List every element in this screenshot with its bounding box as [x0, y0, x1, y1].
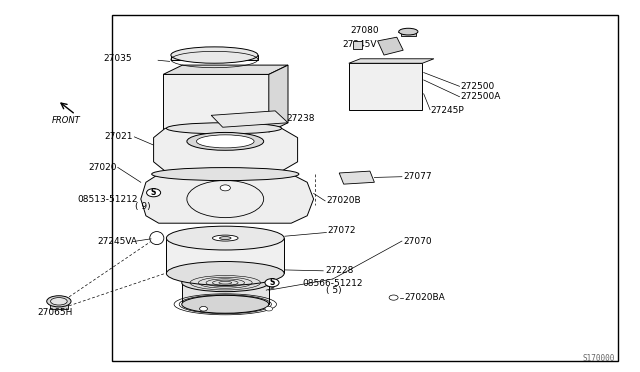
- Circle shape: [220, 185, 230, 191]
- Text: 27080: 27080: [351, 26, 380, 35]
- Ellipse shape: [152, 167, 299, 181]
- Ellipse shape: [166, 123, 282, 134]
- Ellipse shape: [51, 298, 67, 305]
- Text: S: S: [269, 278, 275, 287]
- Text: 27072: 27072: [328, 226, 356, 235]
- Bar: [401, 32, 416, 36]
- Text: 27245VA: 27245VA: [97, 237, 138, 246]
- Text: S: S: [151, 188, 156, 197]
- Circle shape: [265, 279, 279, 287]
- Text: 08513-51212: 08513-51212: [77, 195, 138, 203]
- Polygon shape: [154, 128, 298, 171]
- Ellipse shape: [196, 135, 254, 148]
- Text: 272500: 272500: [461, 82, 495, 91]
- Ellipse shape: [187, 132, 264, 150]
- Polygon shape: [349, 59, 434, 63]
- Polygon shape: [211, 111, 288, 127]
- Polygon shape: [339, 171, 374, 184]
- Bar: [166, 238, 284, 273]
- Circle shape: [389, 295, 398, 300]
- Circle shape: [265, 307, 273, 311]
- Polygon shape: [378, 37, 403, 55]
- Ellipse shape: [171, 47, 258, 63]
- Bar: [112, 15, 618, 361]
- Text: 27035: 27035: [104, 54, 132, 63]
- Text: 27020B: 27020B: [326, 196, 361, 205]
- Ellipse shape: [212, 235, 238, 241]
- Text: ( 9): ( 9): [135, 202, 150, 211]
- Bar: [171, 55, 258, 60]
- Text: ( 5): ( 5): [326, 286, 342, 295]
- Text: 27077: 27077: [403, 172, 432, 181]
- Circle shape: [200, 307, 207, 311]
- Ellipse shape: [166, 262, 284, 285]
- Ellipse shape: [166, 226, 284, 250]
- Text: 27238: 27238: [287, 114, 316, 123]
- Text: 27245P: 27245P: [431, 106, 465, 115]
- Text: 27245V: 27245V: [342, 40, 377, 49]
- Polygon shape: [163, 65, 288, 74]
- Text: 27021: 27021: [104, 132, 133, 141]
- Bar: [182, 283, 269, 304]
- Polygon shape: [349, 63, 422, 110]
- Polygon shape: [269, 65, 288, 132]
- Circle shape: [147, 189, 161, 197]
- Text: 27065H: 27065H: [37, 308, 72, 317]
- Text: 27020: 27020: [88, 163, 116, 172]
- Text: 27020BA: 27020BA: [404, 293, 445, 302]
- Bar: [50, 301, 68, 309]
- Polygon shape: [141, 174, 314, 223]
- Text: 08566-51212: 08566-51212: [302, 279, 363, 288]
- Text: 27070: 27070: [403, 237, 432, 246]
- Text: 27228: 27228: [325, 266, 353, 275]
- Bar: [353, 41, 362, 49]
- Ellipse shape: [182, 295, 269, 313]
- Ellipse shape: [220, 237, 231, 240]
- Text: FRONT: FRONT: [52, 116, 81, 125]
- Text: 272500A: 272500A: [461, 92, 501, 101]
- Text: S170000: S170000: [582, 355, 614, 363]
- Polygon shape: [163, 74, 269, 132]
- Ellipse shape: [399, 28, 418, 35]
- Circle shape: [200, 307, 207, 311]
- Ellipse shape: [47, 296, 71, 307]
- Ellipse shape: [182, 274, 269, 292]
